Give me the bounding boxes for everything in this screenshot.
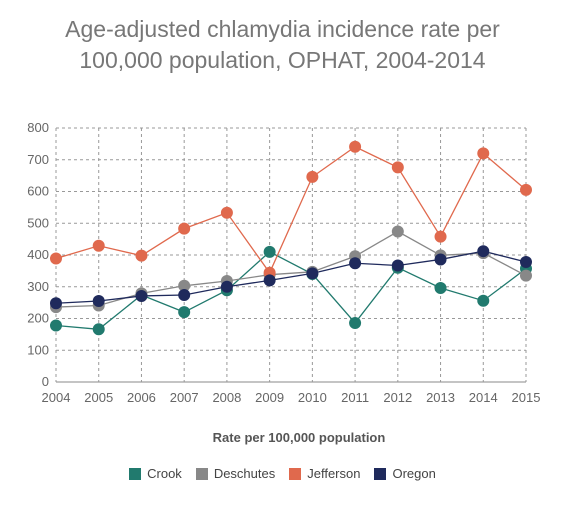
x-tick-label: 2013 xyxy=(426,390,455,405)
data-point-deschutes xyxy=(178,279,191,292)
data-point-oregon xyxy=(477,245,490,258)
legend-item-deschutes[interactable]: Deschutes xyxy=(195,466,276,481)
chart-title-line-1: Age-adjusted chlamydia incidence rate pe… xyxy=(65,16,500,42)
legend-label: Jefferson xyxy=(307,466,361,481)
data-point-oregon xyxy=(391,259,404,272)
data-point-deschutes xyxy=(391,225,404,238)
x-tick-label: 2005 xyxy=(84,390,113,405)
y-tick-label: 400 xyxy=(27,247,49,262)
legend-label: Crook xyxy=(147,466,182,481)
legend-swatch xyxy=(374,467,387,480)
data-point-oregon xyxy=(520,255,532,268)
legend-item-oregon[interactable]: Oregon xyxy=(374,466,436,481)
legend-label: Deschutes xyxy=(213,466,276,481)
data-point-jefferson xyxy=(349,140,362,153)
chart-title: Age-adjusted chlamydia incidence rate pe… xyxy=(0,14,565,76)
data-point-crook xyxy=(92,323,105,336)
series-line-oregon xyxy=(55,250,527,304)
x-axis-label: Rate per 100,000 population xyxy=(213,430,386,445)
data-point-crook xyxy=(477,294,490,307)
data-point-crook xyxy=(178,306,191,319)
legend-swatch xyxy=(129,467,142,480)
x-tick-label: 2014 xyxy=(469,390,498,405)
x-tick-label: 2012 xyxy=(383,390,412,405)
data-point-jefferson xyxy=(391,161,404,174)
data-point-oregon xyxy=(92,295,105,308)
x-tick-label: 2015 xyxy=(512,390,541,405)
data-point-oregon xyxy=(220,280,233,293)
data-point-jefferson xyxy=(306,170,319,183)
chart-title-line-2: 100,000 population, OPHAT, 2004-2014 xyxy=(79,47,486,73)
line-chart: 0 100 200 300 400 500 600 700 800 2004 2005 2006 200… xyxy=(27,120,541,445)
x-tick-label: 2008 xyxy=(212,390,241,405)
data-point-crook xyxy=(263,245,276,258)
y-tick-label: 300 xyxy=(27,279,49,294)
y-tick-label: 200 xyxy=(27,311,49,326)
y-tick-label: 100 xyxy=(27,342,49,357)
data-point-jefferson xyxy=(477,147,490,160)
x-tick-label: 2011 xyxy=(341,390,369,405)
data-point-jefferson xyxy=(434,230,447,243)
data-point-oregon xyxy=(135,289,148,302)
data-point-jefferson xyxy=(135,249,148,262)
data-point-oregon xyxy=(178,289,191,302)
y-tick-label: 800 xyxy=(27,120,49,135)
data-point-crook xyxy=(434,282,447,295)
data-point-jefferson xyxy=(220,206,233,219)
data-point-oregon xyxy=(50,297,62,310)
data-point-jefferson xyxy=(520,183,532,196)
y-tick-label: 700 xyxy=(27,152,49,167)
legend-label: Oregon xyxy=(392,466,436,481)
data-point-jefferson xyxy=(92,239,105,252)
data-point-crook xyxy=(50,319,62,332)
series-line-deschutes xyxy=(55,230,527,308)
data-point-jefferson xyxy=(50,252,62,265)
legend-item-crook[interactable]: Crook xyxy=(129,466,182,481)
x-tick-label: 2006 xyxy=(127,390,156,405)
legend-item-jefferson[interactable]: Jefferson xyxy=(289,466,360,481)
data-point-oregon xyxy=(349,257,362,270)
y-tick-label: 500 xyxy=(27,215,49,230)
series-line-jefferson xyxy=(55,145,527,275)
legend-swatch xyxy=(289,467,302,480)
y-tick-label: 0 xyxy=(42,374,49,389)
x-tick-label: 2010 xyxy=(298,390,327,405)
data-point-oregon xyxy=(263,274,276,287)
y-tick-label: 600 xyxy=(27,184,49,199)
data-point-oregon xyxy=(306,267,319,280)
series-line-crook xyxy=(55,251,527,330)
x-tick-label: 2004 xyxy=(42,390,71,405)
data-point-jefferson xyxy=(178,222,191,235)
legend-swatch xyxy=(195,467,208,480)
data-point-crook xyxy=(349,316,362,329)
legend: Crook Deschutes Jefferson Oregon xyxy=(0,466,565,481)
x-tick-label: 2009 xyxy=(255,390,284,405)
data-point-deschutes xyxy=(520,269,532,282)
x-tick-label: 2007 xyxy=(170,390,199,405)
data-point-oregon xyxy=(434,253,447,266)
